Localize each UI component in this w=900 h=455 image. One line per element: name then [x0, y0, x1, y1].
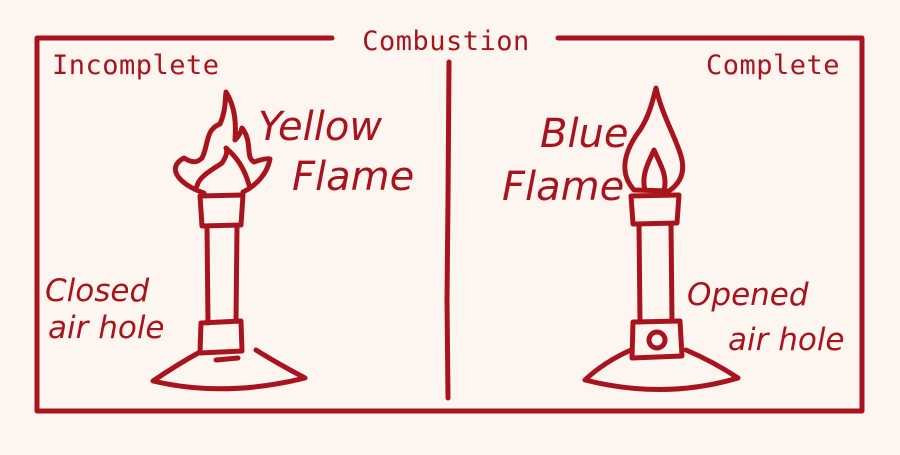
blue-flame — [622, 85, 686, 194]
blue-flame-label-line1: Blue — [540, 111, 629, 157]
diagram-title: Combustion — [362, 26, 530, 57]
yellow-flame-inner — [194, 145, 252, 189]
blue-flame-inner — [641, 147, 668, 193]
center-divider — [444, 59, 452, 401]
open-air-hole — [646, 329, 668, 351]
burner-right-base — [582, 347, 741, 393]
burner-right-nozzle — [628, 192, 682, 227]
incomplete-heading: Incomplete — [52, 50, 220, 81]
burner-left-barrel — [204, 223, 240, 326]
yellow-flame-outer — [172, 89, 273, 196]
burner-left-base-mark — [213, 355, 241, 363]
blue-flame-outer — [622, 85, 686, 194]
opened-hole-label-line2: air hole — [728, 322, 845, 358]
burner-left — [150, 192, 308, 392]
yellow-flame-label-line1: Yellow — [258, 104, 382, 150]
yellow-flame-label-line2: Flame — [292, 154, 414, 200]
burner-right — [582, 192, 741, 393]
burner-left-nozzle — [197, 192, 246, 229]
burner-right-collar — [629, 318, 685, 361]
closed-hole-label-line1: Closed — [45, 273, 149, 309]
blue-flame-label-line2: Flame — [502, 164, 624, 210]
opened-hole-label-line1: Opened — [687, 277, 809, 313]
burner-left-collar — [197, 318, 245, 356]
closed-hole-label-line2: air hole — [48, 310, 165, 346]
burner-left-base — [150, 347, 308, 392]
complete-heading: Complete — [706, 50, 840, 81]
frame — [34, 35, 865, 414]
yellow-flame — [172, 89, 273, 196]
burner-right-barrel — [636, 221, 675, 325]
